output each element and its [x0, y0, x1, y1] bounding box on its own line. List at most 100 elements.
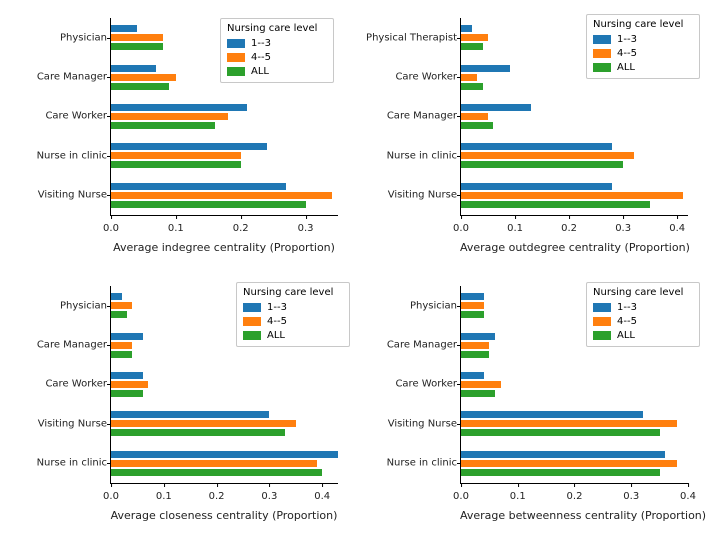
bar: [111, 469, 322, 476]
bar: [111, 293, 122, 300]
category-group: Care Worker: [111, 365, 338, 404]
legend-row: ALL: [593, 328, 693, 342]
bar: [461, 122, 493, 129]
bar: [111, 390, 143, 397]
legend-label: 1--3: [617, 302, 637, 313]
bar: [111, 381, 148, 388]
legend-swatch: [243, 303, 261, 312]
bar: [111, 302, 132, 309]
bar: [461, 161, 623, 168]
bar: [461, 74, 477, 81]
x-tick: 0.0: [453, 215, 469, 234]
legend-title: Nursing care level: [593, 19, 693, 30]
bar: [461, 192, 683, 199]
legend: Nursing care level1--34--5ALL: [220, 18, 334, 83]
category-group: Care Worker: [461, 365, 688, 404]
category-label: Visiting Nurse: [388, 418, 461, 429]
bar: [461, 390, 495, 397]
bar: [461, 34, 488, 41]
legend-row: ALL: [227, 64, 327, 78]
bar: [111, 161, 241, 168]
chart-grid: 0.00.10.20.3PhysicianCare ManagerCare Wo…: [10, 10, 700, 526]
bar: [111, 411, 269, 418]
legend-swatch: [593, 331, 611, 340]
legend: Nursing care level 1--3 4--5 ALL: [236, 282, 350, 347]
legend-label: ALL: [617, 62, 635, 73]
bar: [111, 122, 215, 129]
bar: [461, 302, 484, 309]
legend-row: 4--5: [227, 50, 327, 64]
legend-label: 4--5: [267, 316, 287, 327]
bar: [461, 429, 660, 436]
bar: [461, 451, 665, 458]
bar: [111, 342, 132, 349]
bar: [461, 152, 634, 159]
x-tick: 0.4: [680, 483, 696, 502]
legend-label: ALL: [251, 66, 269, 77]
category-label: Physician: [60, 300, 111, 311]
x-axis-label: Average indegree centrality (Proportion): [110, 241, 338, 254]
x-tick: 0.0: [103, 215, 119, 234]
bar: [461, 201, 650, 208]
category-label: Care Manager: [387, 340, 461, 351]
category-label: Care Worker: [395, 379, 461, 390]
legend-swatch: [227, 67, 245, 76]
category-label: Nurse in clinic: [37, 458, 111, 469]
bar: [461, 411, 643, 418]
bar: [461, 460, 677, 467]
legend-swatch: [593, 49, 611, 58]
category-label: Care Worker: [45, 111, 111, 122]
category-label: Physician: [410, 300, 461, 311]
legend-label: 1--3: [617, 34, 637, 45]
bar: [111, 104, 247, 111]
bar: [111, 152, 241, 159]
legend-label: 4--5: [617, 316, 637, 327]
bar: [461, 381, 501, 388]
legend-swatch: [593, 35, 611, 44]
legend-row: 4--5: [593, 314, 693, 328]
bar: [111, 351, 132, 358]
bar: [111, 451, 338, 458]
bar: [111, 183, 286, 190]
x-tick: 0.2: [209, 483, 225, 502]
legend-row: ALL: [593, 60, 693, 74]
category-label: Care Worker: [45, 379, 111, 390]
category-label: Care Worker: [395, 72, 461, 83]
category-group: Visiting Nurse: [111, 176, 338, 215]
legend-swatch: [593, 317, 611, 326]
category-label: Visiting Nurse: [38, 418, 111, 429]
legend-label: 1--3: [267, 302, 287, 313]
legend-swatch: [227, 53, 245, 62]
bar: [111, 372, 143, 379]
category-label: Nurse in clinic: [37, 150, 111, 161]
bar: [461, 351, 489, 358]
x-axis-label: Average closeness centrality (Proportion…: [110, 509, 338, 522]
x-tick: 0.3: [261, 483, 277, 502]
panel-betweenness: 0.00.10.20.30.4PhysicianCare ManagerCare…: [360, 278, 700, 526]
category-group: Visiting Nurse: [461, 176, 688, 215]
legend: Nursing care level 1--3 4--5 ALL: [586, 14, 700, 79]
bar: [461, 311, 484, 318]
bar: [461, 372, 484, 379]
bar: [461, 65, 510, 72]
category-label: Physician: [60, 32, 111, 43]
legend-label: 4--5: [617, 48, 637, 59]
legend-row: 1--3: [243, 300, 343, 314]
bar: [111, 143, 267, 150]
bar: [111, 74, 176, 81]
legend-row: 1--3: [593, 32, 693, 46]
category-group: Visiting Nurse: [461, 404, 688, 443]
x-tick: 0.3: [615, 215, 631, 234]
legend-swatch: [243, 317, 261, 326]
legend-title: Nursing care level: [243, 287, 343, 298]
category-group: Nurse in clinic: [461, 136, 688, 175]
x-tick: 0.3: [623, 483, 639, 502]
category-group: Nurse in clinic: [461, 444, 688, 483]
x-tick: 0.4: [669, 215, 685, 234]
category-label: Nurse in clinic: [387, 458, 461, 469]
panel-outdegree: 0.00.10.20.30.4Physical TherapistCare Wo…: [360, 10, 700, 258]
category-label: Physical Therapist: [366, 32, 461, 43]
x-tick: 0.0: [103, 483, 119, 502]
bar: [461, 333, 495, 340]
legend-label: ALL: [267, 330, 285, 341]
